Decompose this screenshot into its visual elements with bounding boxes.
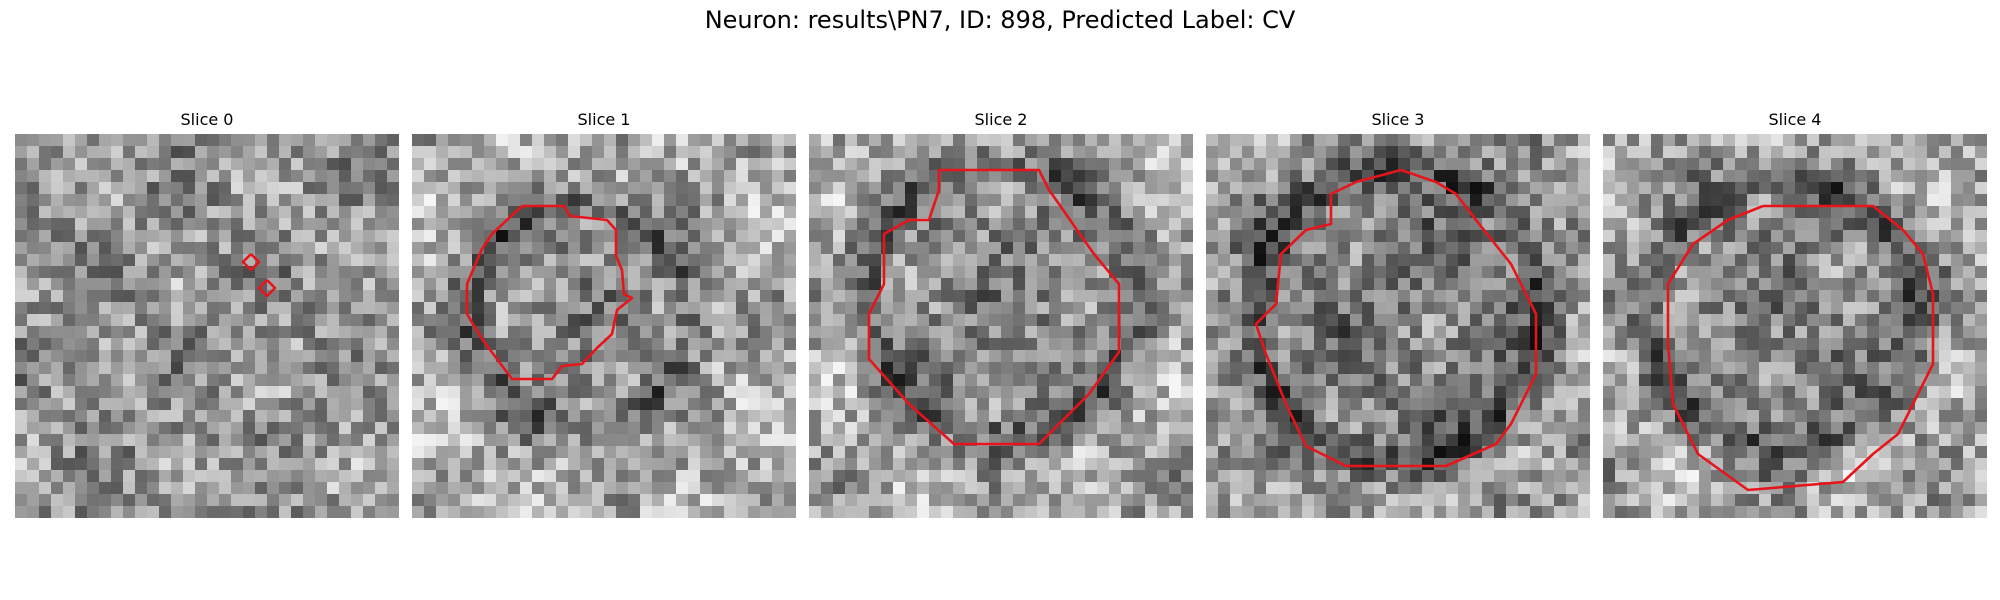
slice-panel-3: Slice 3 [1206, 110, 1590, 518]
contour-outline-1 [465, 204, 634, 381]
slice-title-2: Slice 2 [974, 110, 1028, 129]
slice-panel-1: Slice 1 [412, 110, 796, 518]
slice-image-1 [412, 134, 796, 518]
slice-pixels-2 [809, 134, 1193, 518]
slice-pixels-1 [412, 134, 796, 518]
slice-image-0 [15, 134, 399, 518]
slice-image-2 [809, 134, 1193, 518]
slice-pixels-4 [1603, 134, 1987, 518]
slice-title-1: Slice 1 [577, 110, 631, 129]
slice-panel-2: Slice 2 [809, 110, 1193, 518]
contour-outline-4 [1666, 204, 1935, 492]
figure-title: Neuron: results\PN7, ID: 898, Predicted … [704, 6, 1296, 34]
slice-title-4: Slice 4 [1768, 110, 1822, 129]
contour-mark-1 [257, 279, 277, 298]
slice-pixels-3 [1206, 134, 1590, 518]
contour-outline-3 [1254, 168, 1538, 468]
slice-image-3 [1206, 134, 1590, 518]
contour-outline-2 [867, 168, 1121, 446]
slice-title-3: Slice 3 [1371, 110, 1425, 129]
slice-title-0: Slice 0 [180, 110, 234, 129]
contour-mark-0 [241, 253, 261, 272]
slice-pixels-0 [15, 134, 399, 518]
slice-panel-4: Slice 4 [1603, 110, 1987, 518]
slice-image-4 [1603, 134, 1987, 518]
slice-panel-0: Slice 0 [15, 110, 399, 518]
